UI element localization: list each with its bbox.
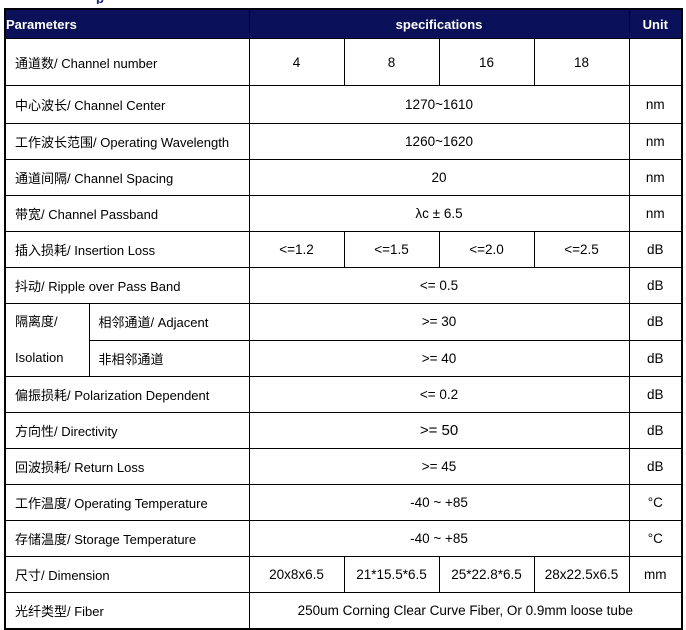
- param-label: 光纤类型/ Fiber: [4, 592, 250, 629]
- spec-value: >= 30: [248, 303, 630, 341]
- param-group-label: 隔离度/ Isolation: [4, 303, 90, 377]
- spec-value: <= 0.2: [248, 376, 630, 413]
- spec-value: 250um Corning Clear Curve Fiber, Or 0.9m…: [248, 592, 683, 629]
- spec-value: 25*22.8*6.5: [438, 556, 535, 593]
- unit-value: dB: [628, 376, 683, 413]
- table-row: 偏振损耗/ Polarization Dependent <= 0.2 dB: [4, 376, 683, 413]
- spec-value: 1260~1620: [248, 123, 630, 160]
- param-label: 工作波长范围/ Operating Wavelength: [4, 123, 250, 160]
- table-row: 工作温度/ Operating Temperature -40 ~ +85 °C: [4, 484, 683, 521]
- spec-value: >= 40: [248, 339, 630, 377]
- spec-value: <=1.5: [343, 231, 440, 268]
- unit-value: dB: [628, 412, 683, 449]
- header-specifications: specifications: [248, 8, 630, 39]
- spec-value: 16: [438, 38, 535, 86]
- table-row: 通道数/ Channel number 4 8 16 18: [4, 38, 683, 86]
- spec-value: <= 0.5: [248, 267, 630, 304]
- unit-value: dB: [628, 231, 683, 268]
- header-parameters: Parameters: [4, 8, 250, 39]
- specifications-table: Parameters specifications Unit 通道数/ Chan…: [4, 8, 684, 630]
- spec-value: λc ± 6.5: [248, 195, 630, 232]
- spec-value: -40 ~ +85: [248, 484, 630, 521]
- param-group-label-en: Isolation: [15, 350, 64, 365]
- table-row: 尺寸/ Dimension 20x8x6.5 21*15.5*6.5 25*22…: [4, 556, 683, 593]
- unit-value: dB: [628, 339, 683, 377]
- table-row: 存储温度/ Storage Temperature -40 ~ +85 °C: [4, 520, 683, 557]
- param-label: 通道间隔/ Channel Spacing: [4, 159, 250, 196]
- spec-value: 4: [248, 38, 345, 86]
- table-row: 工作波长范围/ Operating Wavelength 1260~1620 n…: [4, 123, 683, 160]
- table-row: 隔离度/ Isolation 相邻通道/ Adjacent >= 30 dB: [4, 303, 683, 377]
- table-row: 抖动/ Ripple over Pass Band <= 0.5 dB: [4, 267, 683, 304]
- spec-value: <=2.5: [533, 231, 630, 268]
- unit-value: nm: [628, 123, 683, 160]
- unit-value: mm: [628, 556, 683, 593]
- table-row: 非相邻通道 >= 40 dB: [5, 339, 683, 377]
- spec-value: 8: [343, 38, 440, 86]
- unit-value: nm: [628, 195, 683, 232]
- param-label: 回波损耗/ Return Loss: [4, 448, 250, 485]
- param-label: 存储温度/ Storage Temperature: [4, 520, 250, 557]
- param-label: 通道数/ Channel number: [4, 38, 250, 86]
- spec-value: >= 45: [248, 448, 630, 485]
- spec-value: 1270~1610: [248, 85, 630, 124]
- param-sub-label: 非相邻通道: [88, 339, 250, 377]
- table-row: 方向性/ Directivity >= 50 dB: [4, 412, 683, 449]
- unit-value: [628, 38, 683, 86]
- unit-value: nm: [628, 159, 683, 196]
- spec-value: >= 50: [248, 412, 630, 449]
- table-header-row: Parameters specifications Unit: [4, 8, 683, 39]
- param-label: 抖动/ Ripple over Pass Band: [4, 267, 250, 304]
- unit-value: dB: [628, 267, 683, 304]
- table-row: 带宽/ Channel Passband λc ± 6.5 nm: [4, 195, 683, 232]
- param-label: 插入损耗/ Insertion Loss: [4, 231, 250, 268]
- spec-value: <=1.2: [248, 231, 345, 268]
- spec-value: 28x22.5x6.5: [533, 556, 630, 593]
- spec-value: 20x8x6.5: [248, 556, 345, 593]
- param-label: 带宽/ Channel Passband: [4, 195, 250, 232]
- unit-value: °C: [628, 520, 683, 557]
- spec-value: 20: [248, 159, 630, 196]
- param-label: 尺寸/ Dimension: [4, 556, 250, 593]
- unit-value: dB: [628, 303, 683, 341]
- table-row: 中心波长/ Channel Center 1270~1610 nm: [4, 85, 683, 124]
- spec-value: <=2.0: [438, 231, 535, 268]
- param-sub-label: 相邻通道/ Adjacent: [88, 303, 250, 341]
- table-row: 通道间隔/ Channel Spacing 20 nm: [4, 159, 683, 196]
- spec-value: -40 ~ +85: [248, 520, 630, 557]
- header-unit: Unit: [628, 8, 683, 39]
- param-group-label-cn: 隔离度/: [15, 314, 58, 329]
- unit-value: dB: [628, 448, 683, 485]
- param-label: 工作温度/ Operating Temperature: [4, 484, 250, 521]
- param-label: 方向性/ Directivity: [4, 412, 250, 449]
- unit-value: °C: [628, 484, 683, 521]
- spec-value: 21*15.5*6.5: [343, 556, 440, 593]
- table-row: 回波损耗/ Return Loss >= 45 dB: [4, 448, 683, 485]
- spec-value: 18: [533, 38, 630, 86]
- table-row: 插入损耗/ Insertion Loss <=1.2 <=1.5 <=2.0 <…: [4, 231, 683, 268]
- unit-value: nm: [628, 85, 683, 124]
- clipped-text-fragment: p: [96, 0, 116, 4]
- table-row: 光纤类型/ Fiber 250um Corning Clear Curve Fi…: [4, 592, 683, 629]
- param-label: 中心波长/ Channel Center: [4, 85, 250, 124]
- param-label: 偏振损耗/ Polarization Dependent: [4, 376, 250, 413]
